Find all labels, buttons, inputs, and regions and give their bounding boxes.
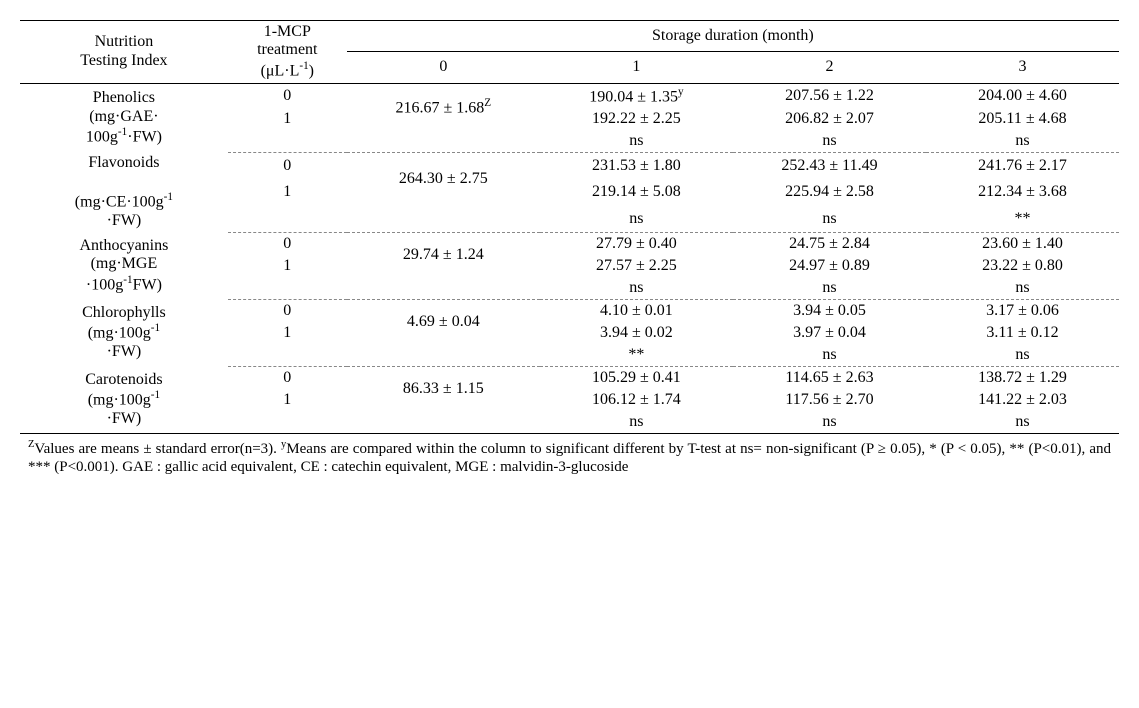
treatment-level: 0: [228, 83, 347, 108]
significance-cell: ns: [540, 205, 733, 232]
value-cell: 106.12 ± 1.74: [540, 389, 733, 411]
header-month-3: 3: [926, 52, 1119, 83]
baseline-value: 86.33 ± 1.15: [347, 366, 540, 411]
value-cell: 205.11 ± 4.68: [926, 108, 1119, 130]
significance-cell: ns: [733, 411, 926, 434]
significance-cell: ns: [926, 411, 1119, 434]
significance-cell: **: [540, 344, 733, 367]
significance-cell: **: [926, 205, 1119, 232]
significance-cell: ns: [733, 205, 926, 232]
value-cell: 206.82 ± 2.07: [733, 108, 926, 130]
header-month-0: 0: [347, 52, 540, 83]
treatment-level: 1: [228, 322, 347, 344]
significance-cell: ns: [926, 277, 1119, 300]
value-cell: 105.29 ± 0.41: [540, 366, 733, 389]
treatment-level: 1: [228, 389, 347, 411]
value-cell: 204.00 ± 4.60: [926, 83, 1119, 108]
value-cell: 252.43 ± 11.49: [733, 152, 926, 179]
significance-cell: ns: [733, 344, 926, 367]
value-cell: 24.97 ± 0.89: [733, 255, 926, 277]
row-label: Carotenoids(mg·100g-1·FW): [20, 366, 228, 433]
value-cell: 141.22 ± 2.03: [926, 389, 1119, 411]
significance-cell: ns: [926, 130, 1119, 153]
value-cell: 23.22 ± 0.80: [926, 255, 1119, 277]
value-cell: 190.04 ± 1.35y: [540, 83, 733, 108]
value-cell: 219.14 ± 5.08: [540, 179, 733, 205]
value-cell: 192.22 ± 2.25: [540, 108, 733, 130]
nutrition-table: NutritionTesting Index 1-MCPtreatment(μL…: [20, 20, 1119, 434]
significance-cell: ns: [733, 277, 926, 300]
significance-cell: ns: [733, 130, 926, 153]
row-label: Anthocyanins(mg·MGE·100g-1FW): [20, 232, 228, 299]
empty-cell: [347, 130, 540, 153]
value-cell: 117.56 ± 2.70: [733, 389, 926, 411]
header-mcp-treatment: 1-MCPtreatment(μL·L-1): [228, 21, 347, 84]
empty-cell: [228, 411, 347, 434]
value-cell: 3.94 ± 0.02: [540, 322, 733, 344]
empty-cell: [347, 205, 540, 232]
header-storage-duration: Storage duration (month): [347, 21, 1119, 52]
nutrition-table-container: NutritionTesting Index 1-MCPtreatment(μL…: [20, 20, 1119, 477]
empty-cell: [228, 130, 347, 153]
value-cell: 3.17 ± 0.06: [926, 299, 1119, 322]
baseline-value: 4.69 ± 0.04: [347, 299, 540, 344]
header-nutrition-index: NutritionTesting Index: [20, 21, 228, 84]
empty-cell: [228, 205, 347, 232]
row-label: Flavonoids(mg·CE·100g-1·FW): [20, 152, 228, 232]
treatment-level: 0: [228, 366, 347, 389]
value-cell: 225.94 ± 2.58: [733, 179, 926, 205]
treatment-level: 0: [228, 299, 347, 322]
empty-cell: [347, 411, 540, 434]
treatment-level: 1: [228, 108, 347, 130]
significance-cell: ns: [540, 277, 733, 300]
row-label: Phenolics(mg·GAE·100g-1·FW): [20, 83, 228, 152]
value-cell: 4.10 ± 0.01: [540, 299, 733, 322]
value-cell: 114.65 ± 2.63: [733, 366, 926, 389]
value-cell: 3.11 ± 0.12: [926, 322, 1119, 344]
value-cell: 27.79 ± 0.40: [540, 232, 733, 255]
baseline-value: 264.30 ± 2.75: [347, 152, 540, 205]
row-label: Chlorophylls(mg·100g-1·FW): [20, 299, 228, 366]
value-cell: 3.94 ± 0.05: [733, 299, 926, 322]
header-month-1: 1: [540, 52, 733, 83]
value-cell: 231.53 ± 1.80: [540, 152, 733, 179]
value-cell: 24.75 ± 2.84: [733, 232, 926, 255]
treatment-level: 1: [228, 255, 347, 277]
value-cell: 27.57 ± 2.25: [540, 255, 733, 277]
treatment-level: 1: [228, 179, 347, 205]
empty-cell: [228, 277, 347, 300]
empty-cell: [347, 277, 540, 300]
significance-cell: ns: [540, 130, 733, 153]
value-cell: 23.60 ± 1.40: [926, 232, 1119, 255]
value-cell: 241.76 ± 2.17: [926, 152, 1119, 179]
significance-cell: ns: [926, 344, 1119, 367]
treatment-level: 0: [228, 152, 347, 179]
header-month-2: 2: [733, 52, 926, 83]
treatment-level: 0: [228, 232, 347, 255]
baseline-value: 216.67 ± 1.68Z: [347, 83, 540, 130]
baseline-value: 29.74 ± 1.24: [347, 232, 540, 277]
empty-cell: [347, 344, 540, 367]
table-footnote: ZValues are means ± standard error(n=3).…: [20, 434, 1119, 478]
value-cell: 207.56 ± 1.22: [733, 83, 926, 108]
value-cell: 3.97 ± 0.04: [733, 322, 926, 344]
value-cell: 212.34 ± 3.68: [926, 179, 1119, 205]
empty-cell: [228, 344, 347, 367]
significance-cell: ns: [540, 411, 733, 434]
value-cell: 138.72 ± 1.29: [926, 366, 1119, 389]
